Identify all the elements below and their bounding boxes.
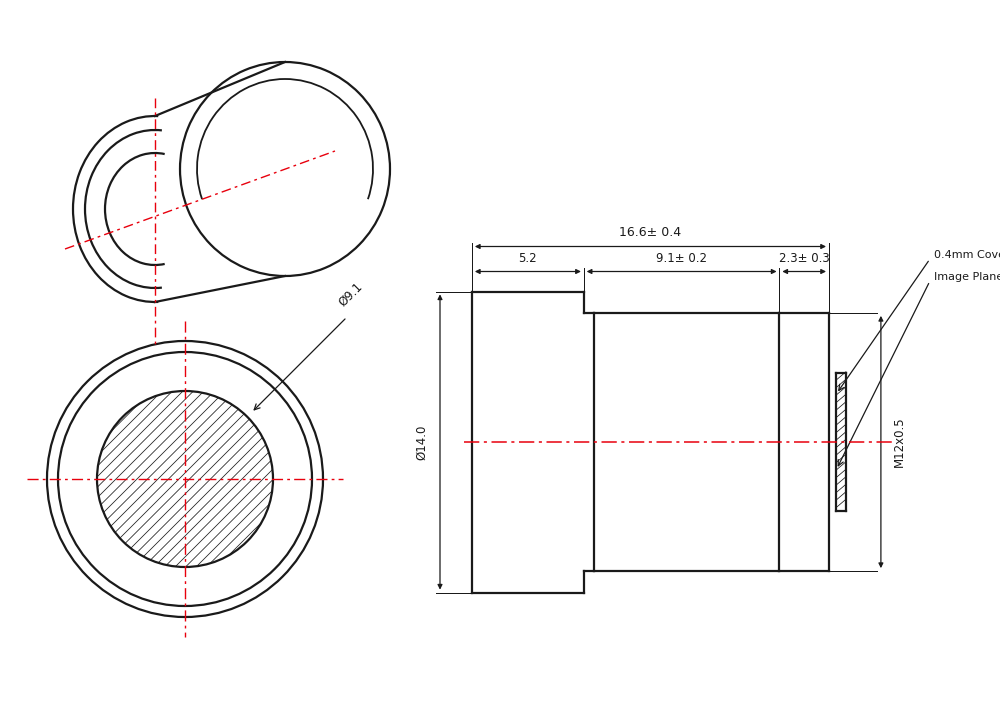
Text: Image Plane: Image Plane: [934, 272, 1000, 282]
Text: M12x0.5: M12x0.5: [893, 417, 906, 467]
Text: 5.2: 5.2: [519, 251, 537, 264]
Text: Ø14.0: Ø14.0: [415, 424, 428, 460]
Text: 16.6± 0.4: 16.6± 0.4: [619, 226, 682, 239]
Text: 2.3± 0.3: 2.3± 0.3: [779, 251, 830, 264]
Text: 0.4mm Coverglass: 0.4mm Coverglass: [934, 250, 1000, 260]
Text: Ø9.1: Ø9.1: [337, 280, 365, 309]
Text: 9.1± 0.2: 9.1± 0.2: [656, 251, 707, 264]
